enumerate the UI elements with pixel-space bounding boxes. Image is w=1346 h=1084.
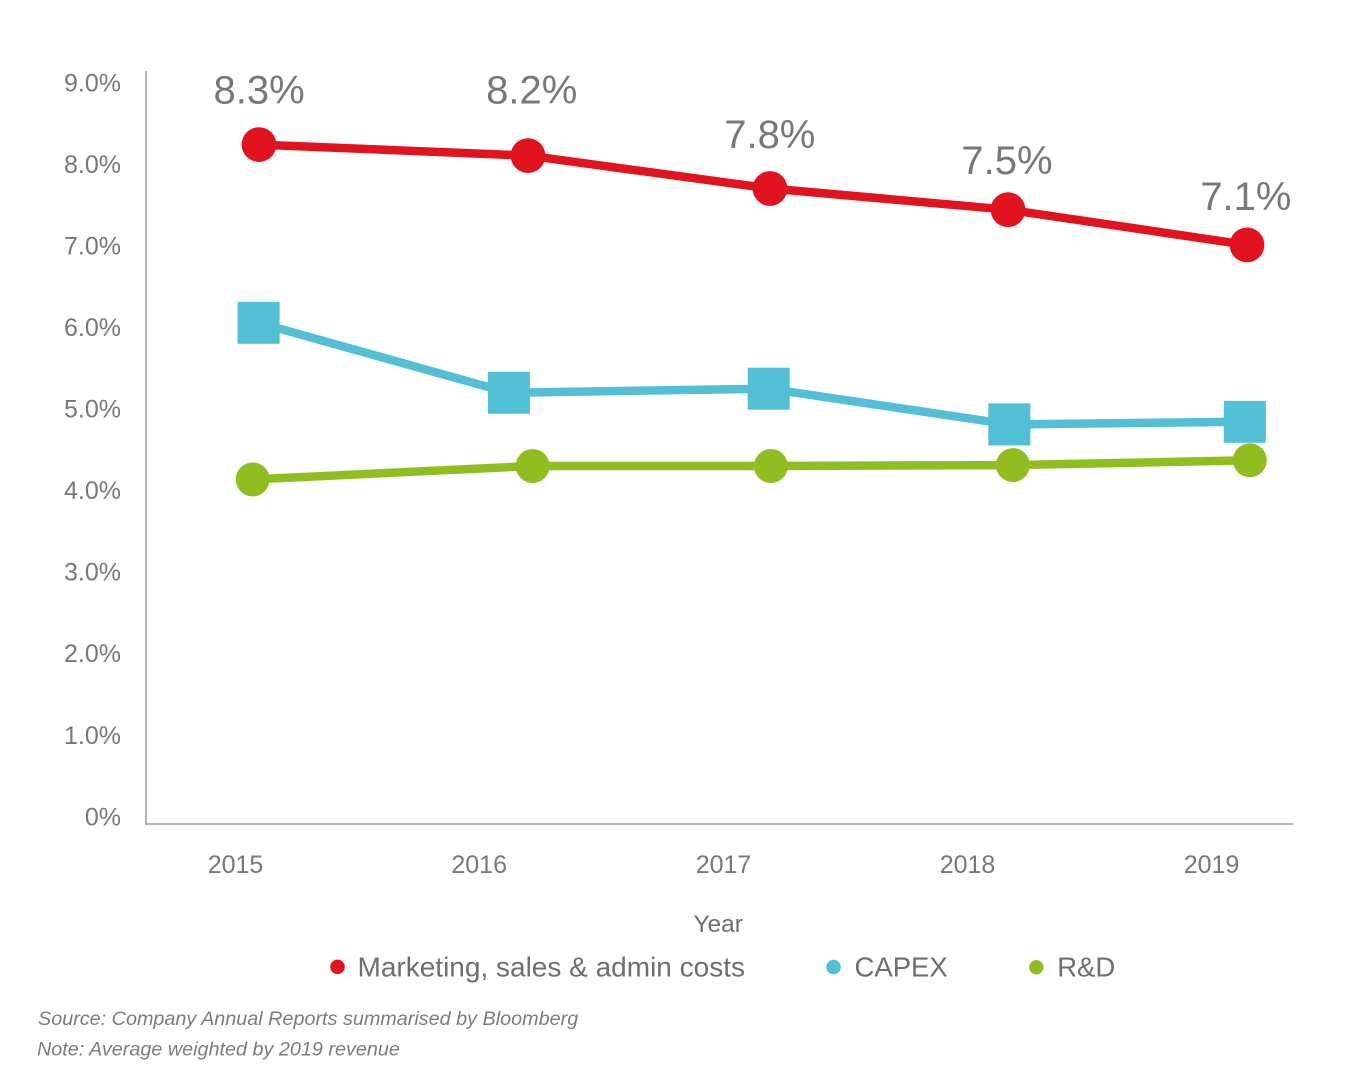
svg-text:R&D: R&D bbox=[1057, 952, 1115, 983]
svg-text:CAPEX: CAPEX bbox=[855, 952, 948, 983]
svg-text:7.0%: 7.0% bbox=[64, 232, 121, 260]
svg-text:2019: 2019 bbox=[1184, 851, 1240, 879]
svg-text:2017: 2017 bbox=[696, 851, 752, 879]
svg-text:6.0%: 6.0% bbox=[64, 314, 121, 342]
svg-text:1.0%: 1.0% bbox=[64, 722, 121, 750]
svg-text:2015: 2015 bbox=[208, 851, 264, 879]
svg-text:Year: Year bbox=[693, 911, 743, 938]
svg-text:0%: 0% bbox=[85, 803, 121, 831]
svg-text:2018: 2018 bbox=[940, 851, 996, 879]
svg-text:8.0%: 8.0% bbox=[64, 151, 121, 179]
svg-text:Note: Average weighted by 2019: Note: Average weighted by 2019 revenue bbox=[37, 1039, 400, 1061]
svg-text:7.8%: 7.8% bbox=[724, 113, 815, 157]
svg-text:5.0%: 5.0% bbox=[64, 396, 121, 424]
svg-text:Source: Company Annual Reports: Source: Company Annual Reports summarise… bbox=[38, 1008, 578, 1030]
svg-text:3.0%: 3.0% bbox=[64, 559, 121, 587]
svg-text:Marketing, sales & admin costs: Marketing, sales & admin costs bbox=[358, 952, 746, 983]
svg-text:8.2%: 8.2% bbox=[486, 68, 577, 112]
svg-text:2016: 2016 bbox=[451, 851, 507, 879]
svg-text:9.0%: 9.0% bbox=[64, 69, 121, 97]
svg-text:4.0%: 4.0% bbox=[64, 477, 121, 505]
svg-text:8.3%: 8.3% bbox=[214, 68, 305, 112]
svg-text:7.1%: 7.1% bbox=[1200, 175, 1291, 219]
svg-text:2.0%: 2.0% bbox=[64, 640, 121, 668]
svg-text:7.5%: 7.5% bbox=[961, 139, 1052, 183]
